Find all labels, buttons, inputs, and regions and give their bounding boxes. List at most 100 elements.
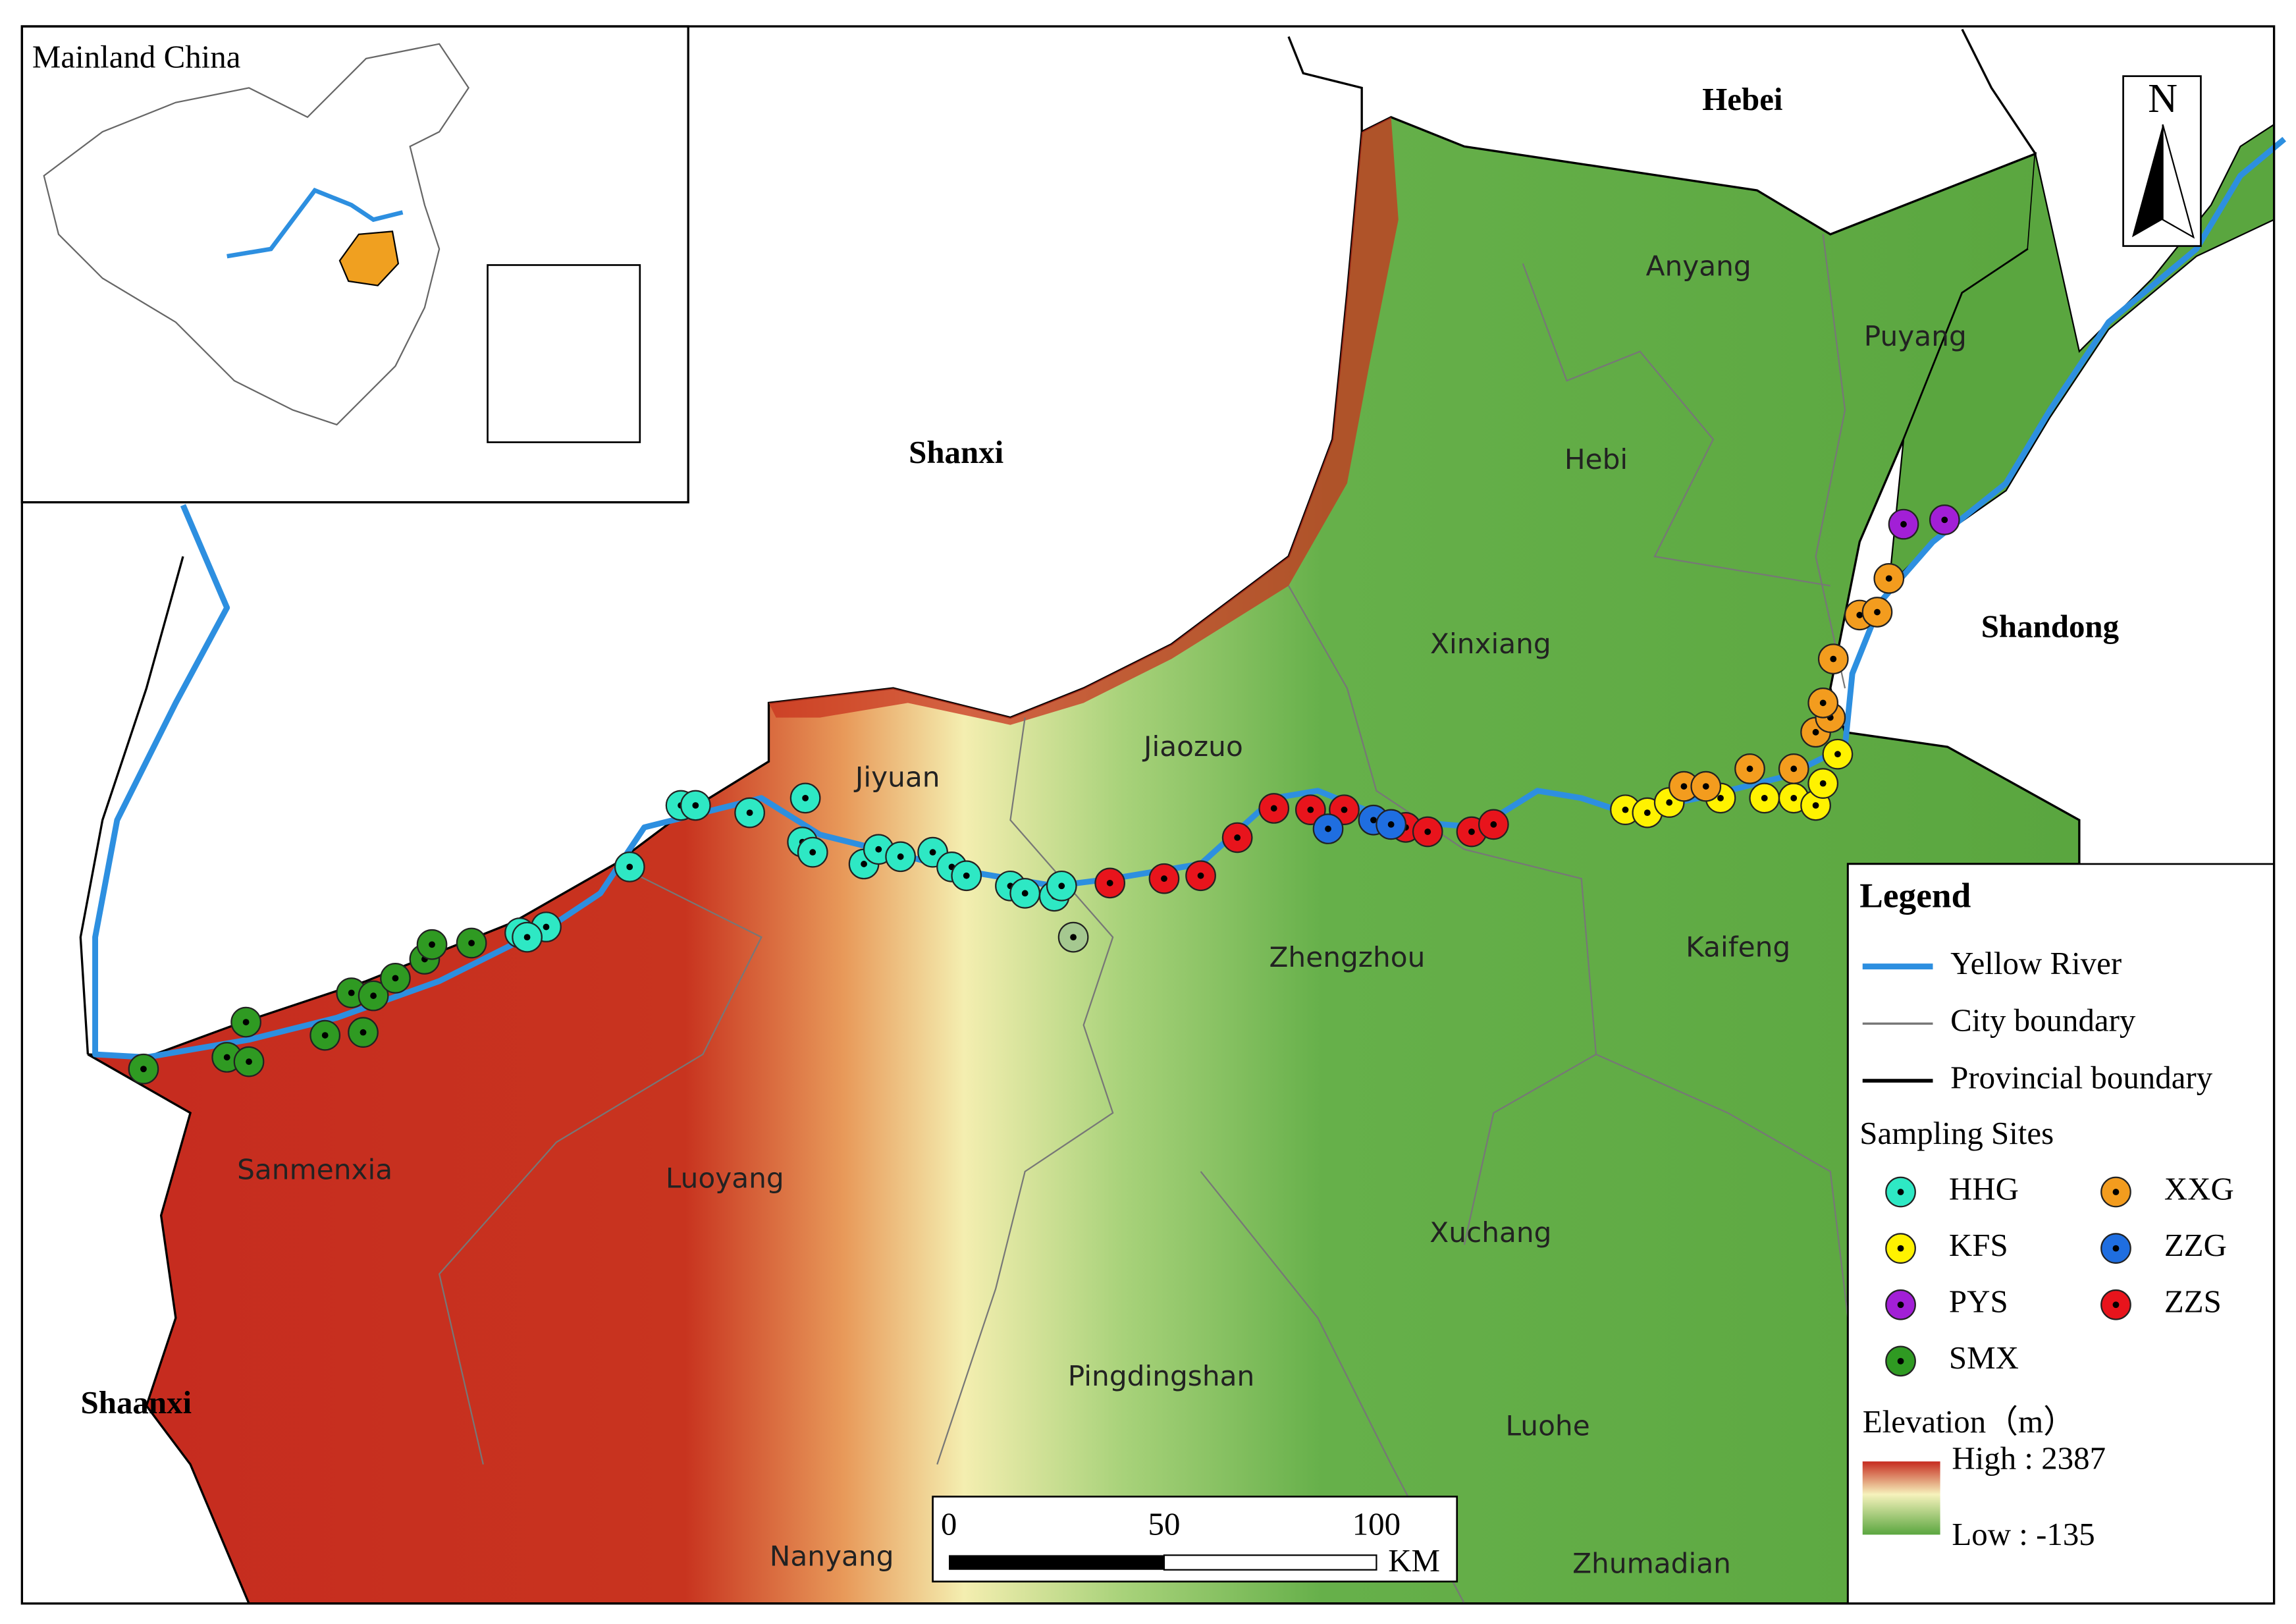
site-dot <box>242 1019 250 1025</box>
site-dot <box>1387 821 1395 828</box>
site-dot <box>1897 1189 1904 1195</box>
legend-high: High : 2387 <box>1952 1440 2106 1476</box>
city-label: Zhengzhou <box>1269 941 1425 973</box>
site-dot <box>1941 516 1948 524</box>
city-label: Zhumadian <box>1572 1548 1731 1580</box>
site-dot <box>543 923 550 931</box>
site-dot <box>1197 872 1204 879</box>
legend-line-label: Yellow River <box>1950 945 2122 981</box>
site-dot <box>392 975 399 982</box>
site-dot <box>1819 780 1827 787</box>
site-dot <box>360 1029 367 1036</box>
site-dot <box>1900 521 1907 528</box>
legend-site-label: ZZS <box>2164 1283 2222 1319</box>
legend-elevation-title: Elevation（m） <box>1863 1403 2075 1440</box>
site-dot <box>1643 809 1651 817</box>
city-boundary <box>1522 263 1830 587</box>
scale-unit: KM <box>1388 1542 1440 1579</box>
elevation-ramp <box>1862 1461 1940 1535</box>
site-dot <box>1234 834 1241 841</box>
sampling-sites <box>128 504 1960 1085</box>
legend-site-label: ZZG <box>2164 1227 2227 1263</box>
site-dot <box>223 1054 230 1061</box>
site-dot <box>1897 1301 1904 1309</box>
city-label: Xinxiang <box>1430 628 1551 660</box>
province-label: Hebei <box>1702 81 1782 117</box>
site-dot <box>861 861 867 867</box>
city-label: Pingdingshan <box>1068 1360 1255 1392</box>
south-sea-inset <box>487 264 641 443</box>
scale-bar-white <box>1163 1554 1377 1571</box>
province-label: Shaanxi <box>81 1384 192 1421</box>
site-dot <box>626 863 633 871</box>
city-label: Anyang <box>1646 250 1751 282</box>
site-dot <box>1370 817 1377 824</box>
site-dot <box>1666 799 1673 806</box>
site-dot <box>1021 890 1028 897</box>
site-dot <box>1874 609 1881 616</box>
city-label: Jiaozuo <box>1142 730 1243 763</box>
province-label: Shanxi <box>909 434 1003 470</box>
scale-tick: 50 <box>1148 1505 1181 1542</box>
city-label: Kaifeng <box>1686 931 1790 963</box>
provincial-boundary <box>1287 36 1363 132</box>
city-boundary <box>936 717 1114 1465</box>
city-label: Nanyang <box>770 1540 894 1572</box>
city-label: Hebi <box>1564 443 1628 475</box>
site-dot <box>429 941 435 948</box>
site-dot <box>2112 1245 2120 1252</box>
legend-site-label: PYS <box>1949 1283 2008 1319</box>
map-frame <box>20 25 2276 1605</box>
site-dot <box>809 849 816 856</box>
site-dot <box>1812 802 1819 809</box>
site-dot <box>1490 821 1497 828</box>
site-dot <box>1819 699 1827 707</box>
city-label: Luoyang <box>666 1162 784 1195</box>
city-label: Puyang <box>1864 320 1967 352</box>
site-dot <box>929 849 936 856</box>
site-dot <box>1270 805 1277 812</box>
site-dot <box>746 809 753 817</box>
inset-henan <box>338 230 400 286</box>
legend-line-label: Provincial boundary <box>1950 1059 2213 1095</box>
city-boundary <box>438 863 762 1465</box>
site-dot <box>1424 828 1431 835</box>
site-dot <box>321 1032 329 1039</box>
legend-sites-title: Sampling Sites <box>1859 1115 2054 1151</box>
legend-low: Low : -135 <box>1952 1516 2095 1552</box>
scale-bar-black <box>949 1555 1164 1570</box>
map-labels: Hebei Shanxi Shandong Shaanxi Anyang Puyang He… <box>81 81 2120 1580</box>
site-dot <box>1885 575 1892 582</box>
site-dot <box>897 853 904 860</box>
site-dot <box>1468 828 1475 835</box>
site-dot <box>1790 794 1798 801</box>
china-outline <box>43 43 469 426</box>
city-label: Luohe <box>1506 1410 1590 1442</box>
site-dot <box>963 872 970 879</box>
inset-river <box>227 188 404 259</box>
site-dot <box>1680 783 1688 790</box>
legend-title: Legend <box>1859 876 1971 915</box>
legend-line-label: City boundary <box>1950 1002 2136 1039</box>
site-dot <box>468 940 475 946</box>
city-label: Jiyuan <box>853 761 940 793</box>
north-arrow-right <box>2162 124 2195 239</box>
site-dot <box>1746 765 1753 772</box>
legend-site-label: HHG <box>1949 1170 2019 1206</box>
site-dot <box>523 934 531 941</box>
scale-tick: 100 <box>1352 1505 1401 1542</box>
provincial-boundary <box>1961 28 2037 155</box>
site-dot <box>875 846 882 853</box>
inset-title: Mainland China <box>32 38 241 74</box>
legend-site-label: KFS <box>1949 1227 2008 1263</box>
legend-site-label: SMX <box>1949 1340 2019 1376</box>
legend-site-label: XXG <box>2164 1170 2234 1206</box>
site-dot <box>2112 1189 2120 1195</box>
provincial-boundary <box>79 556 184 1055</box>
site-dot <box>246 1058 252 1066</box>
site-dot <box>802 794 809 801</box>
site-dot <box>1106 879 1113 886</box>
site-dot <box>370 992 377 999</box>
